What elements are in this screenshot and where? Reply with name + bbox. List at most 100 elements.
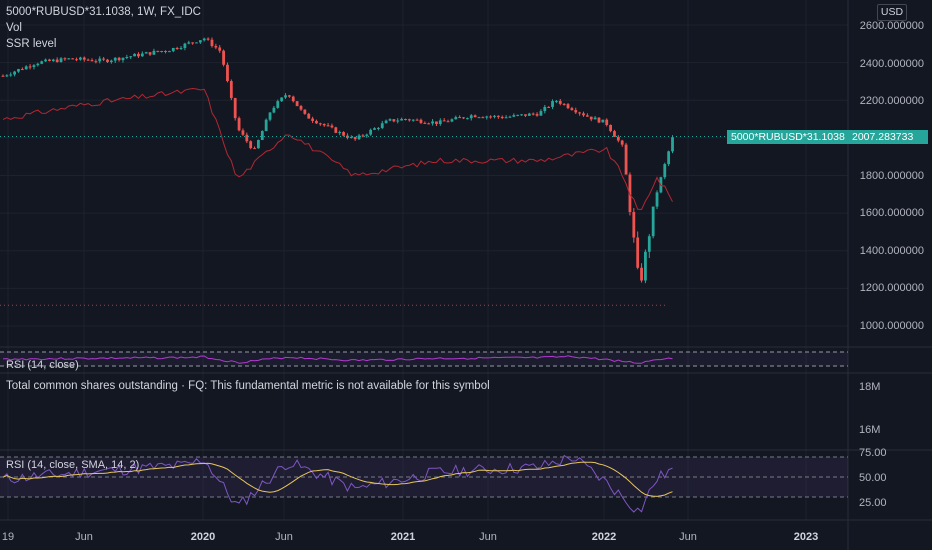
candle-body (210, 39, 214, 47)
candle-body (75, 59, 78, 61)
candle-body (20, 69, 24, 71)
candle-body (647, 236, 651, 252)
vol-indicator-label[interactable]: Vol (6, 22, 22, 34)
candle-body (106, 59, 109, 63)
symbol-title: 5000*RUBUSD*31.1038, 1W, FX_IDC (6, 6, 201, 18)
candle-body (226, 64, 229, 82)
candle-body (117, 57, 121, 61)
candle-body (500, 116, 504, 119)
rsi-axis-label: 75.00 (859, 447, 887, 459)
candle-body (307, 113, 311, 119)
rsi-line (2, 454, 673, 513)
candle-body (388, 119, 392, 121)
candle-body (578, 112, 582, 114)
candle-body (140, 53, 144, 57)
time-label: Jun (75, 531, 93, 543)
rsi-small-title[interactable]: RSI (14, close) (6, 359, 79, 371)
candle-body (59, 58, 63, 63)
candle-body (543, 106, 547, 112)
candle-body (585, 115, 589, 117)
candle-body (125, 56, 129, 58)
rsi-axis-label: 50.00 (859, 472, 887, 484)
candle-body (365, 134, 369, 136)
time-label: Jun (679, 531, 697, 543)
candle-body (396, 120, 400, 122)
candle-body (214, 46, 218, 48)
candle-body (644, 251, 647, 281)
price-label: 2600.000000 (859, 20, 924, 32)
candle-body (651, 206, 655, 237)
shares-axis-label: 16M (859, 424, 881, 436)
candle-body (473, 115, 477, 118)
shares-axis-label: 18M (859, 381, 881, 393)
candle-body (516, 114, 520, 116)
candle-body (284, 95, 287, 98)
candle-body (94, 61, 98, 63)
candle-body (257, 140, 260, 149)
candle-body (667, 151, 671, 165)
price-label: 1800.000000 (859, 170, 924, 182)
ssr-indicator-label[interactable]: SSR level (6, 38, 57, 50)
price-label: 1400.000000 (859, 245, 924, 257)
candle-body (442, 120, 446, 122)
candle-body (574, 110, 578, 113)
candle-body (462, 117, 465, 119)
candle-body (17, 69, 20, 72)
candle-body (326, 125, 330, 127)
candle-body (605, 119, 609, 126)
candle-body (466, 118, 469, 120)
candle-body (570, 108, 574, 111)
candle-body (249, 141, 253, 149)
candle-body (582, 113, 585, 116)
candle-body (620, 140, 624, 145)
candle-body (168, 51, 171, 53)
candle-body (82, 57, 86, 60)
candle-body (86, 59, 90, 61)
candle-body (663, 164, 667, 178)
candle-body (291, 96, 295, 102)
rsi-sma-line (2, 461, 673, 497)
candle-body (489, 116, 493, 118)
candle-body (384, 120, 388, 124)
candle-body (280, 97, 284, 102)
candle-body (218, 47, 222, 51)
last-price-tag: 2007.283733 (848, 130, 928, 144)
candle-body (613, 131, 616, 137)
candle-body (51, 59, 55, 61)
candle-body (299, 106, 303, 110)
candle-body (353, 137, 357, 140)
candle-body (268, 112, 272, 120)
candle-body (245, 134, 249, 142)
candle-body (593, 117, 597, 120)
candle-body (566, 104, 570, 109)
candle-body (260, 131, 264, 141)
candle-body (156, 50, 160, 52)
candle-body (295, 101, 299, 107)
candle-body (1, 75, 5, 77)
candle-body (55, 59, 59, 63)
price-label: 1200.000000 (859, 282, 924, 294)
candle-body (237, 118, 241, 131)
candle-body (454, 117, 458, 120)
candle-body (315, 120, 318, 124)
candle-body (369, 129, 373, 135)
candle-body (195, 42, 198, 44)
candle-body (376, 127, 380, 129)
candle-body (469, 115, 473, 119)
candle-body (303, 109, 307, 114)
candle-body (222, 50, 225, 65)
candle-body (547, 106, 551, 108)
candle-body (551, 101, 554, 107)
candle-body (79, 57, 82, 60)
rsi-title[interactable]: RSI (14, close, SMA, 14, 2) (6, 459, 140, 471)
candle-body (160, 50, 164, 52)
candle-body (28, 66, 32, 68)
candle-body (191, 42, 195, 44)
candle-body (121, 57, 125, 61)
candle-body (446, 121, 450, 123)
candle-body (90, 60, 94, 62)
candle-body (229, 81, 233, 99)
candle-body (493, 115, 496, 117)
currency-button[interactable]: USD (877, 4, 907, 21)
